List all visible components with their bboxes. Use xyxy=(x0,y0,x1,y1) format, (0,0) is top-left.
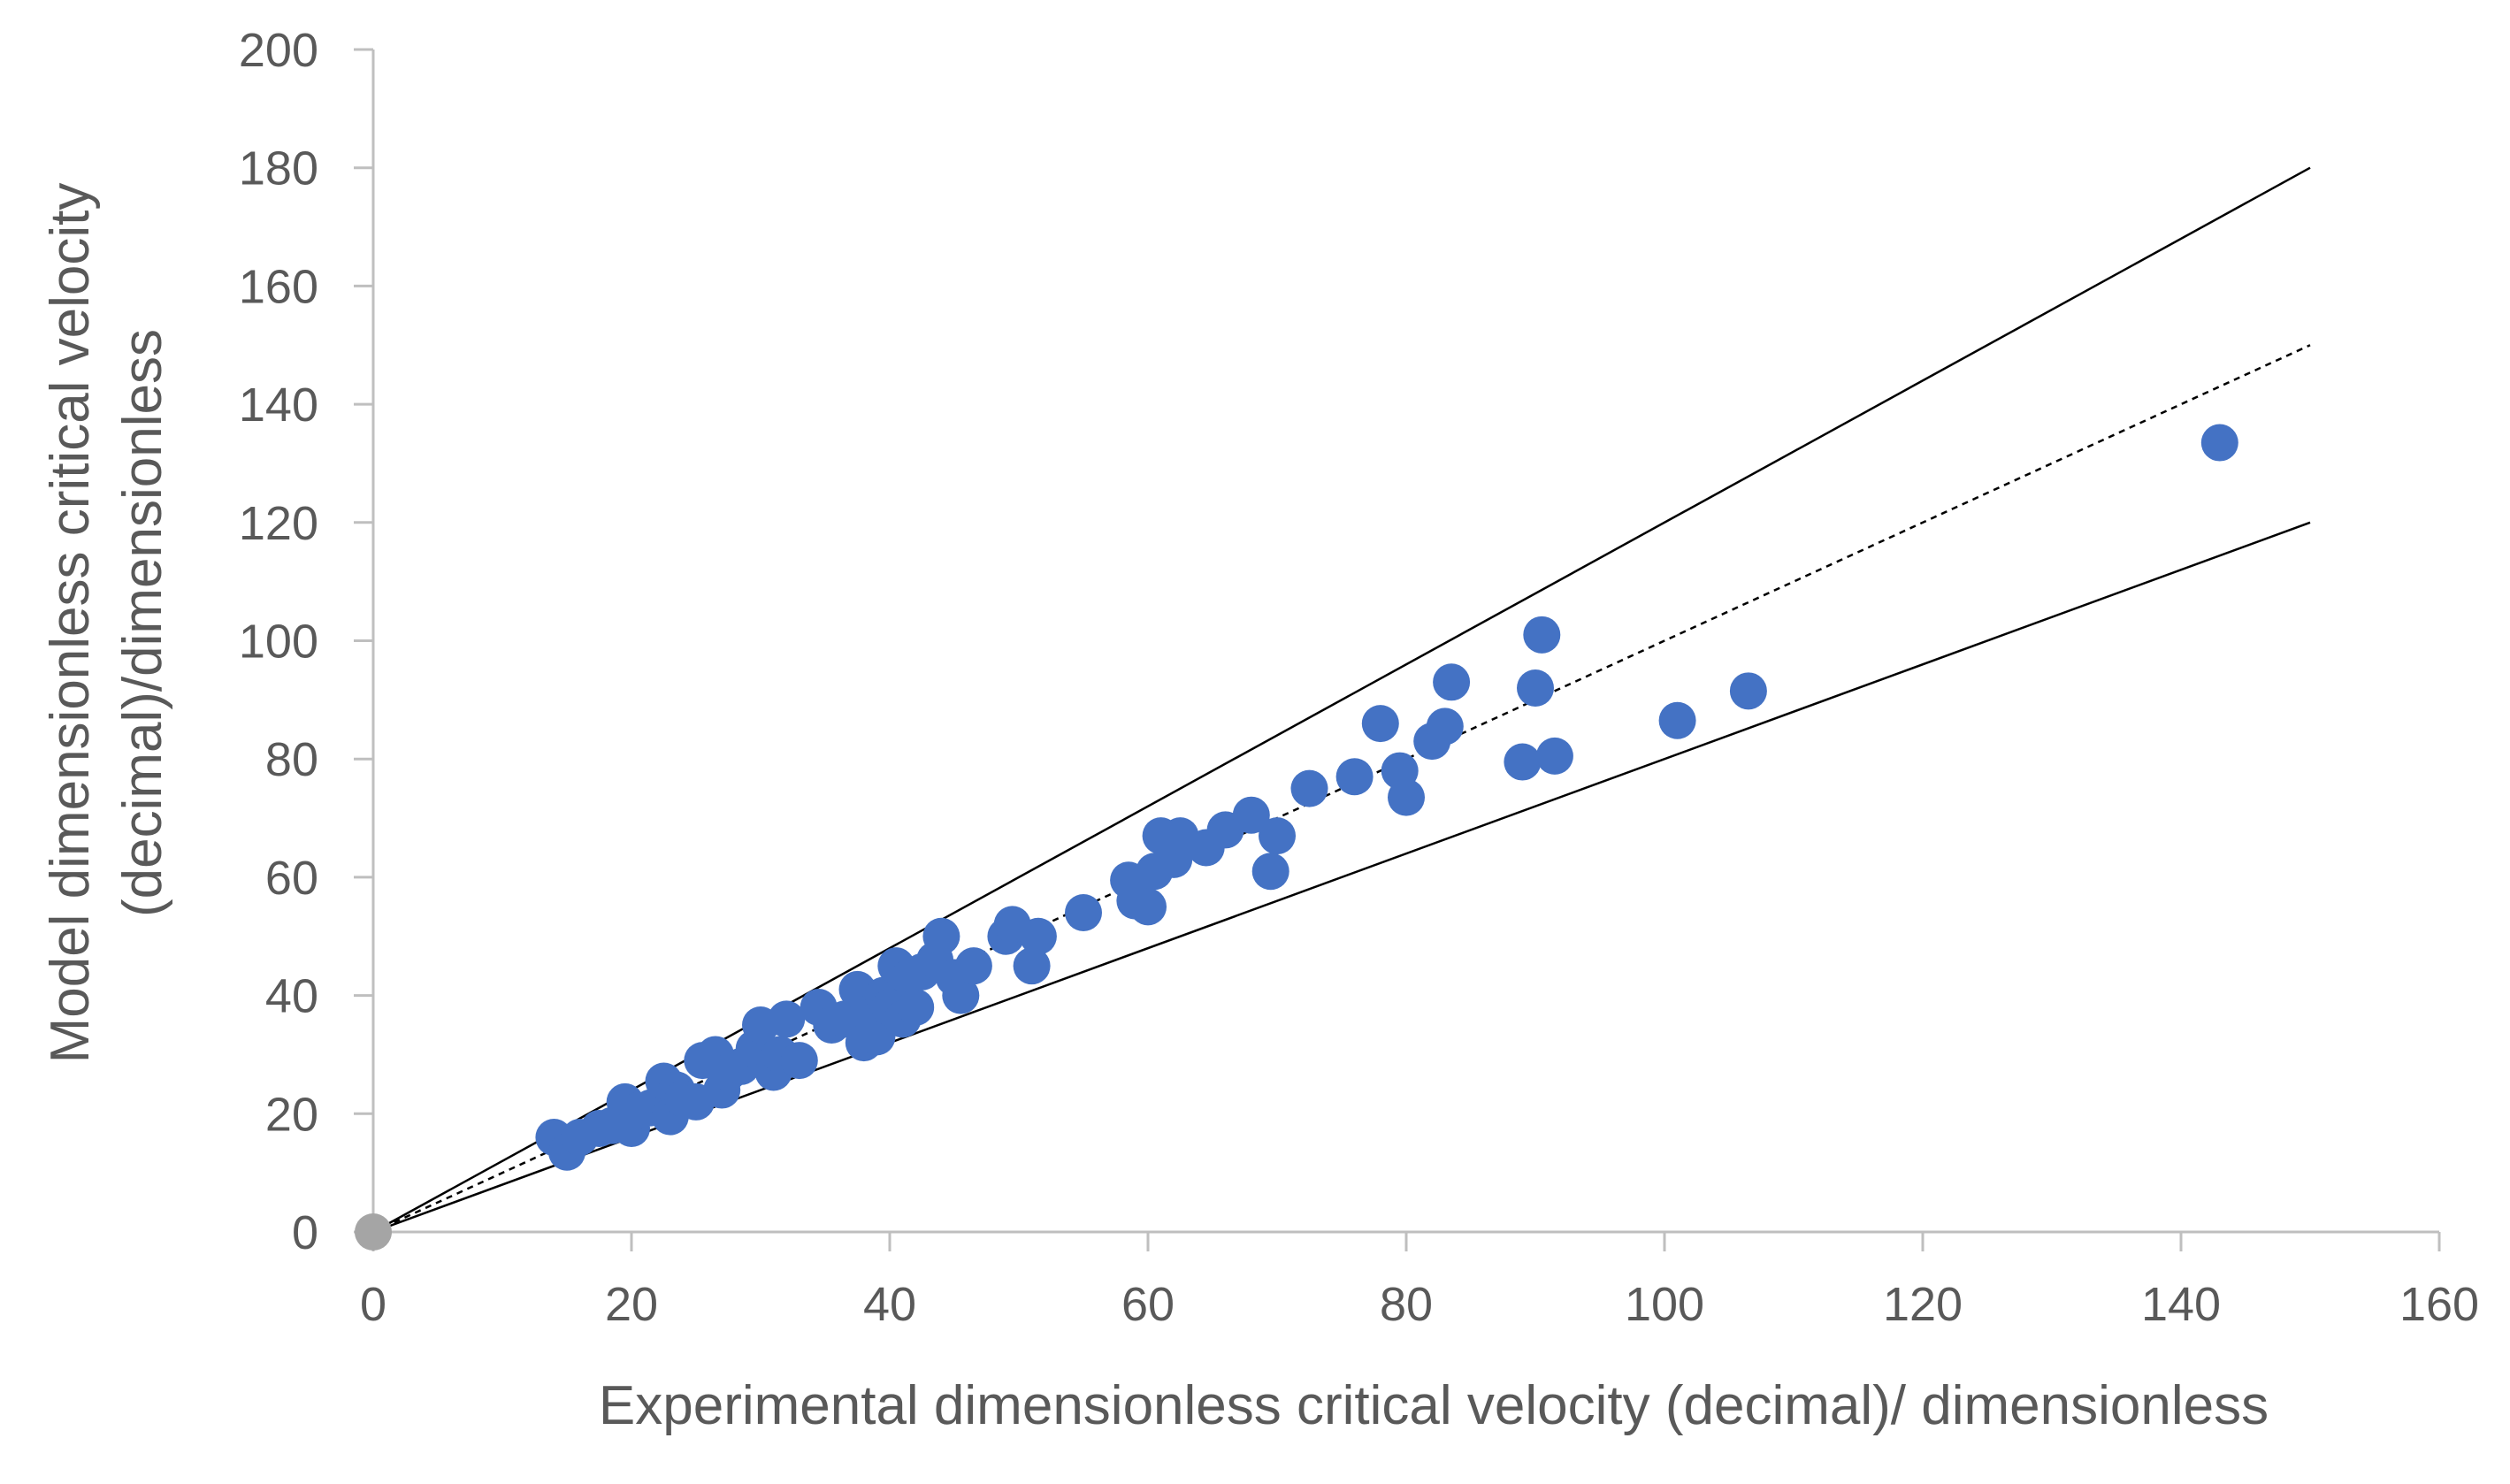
data-point xyxy=(1729,672,1767,710)
x-tick-label: 0 xyxy=(360,1278,386,1331)
y-axis-ticks: 0 20 40 60 80 100 120 140 160 180 200 xyxy=(239,24,373,1259)
x-tick-label: 100 xyxy=(1625,1278,1704,1331)
y-tick-label: 160 xyxy=(239,260,318,313)
data-point xyxy=(1129,888,1167,926)
data-points xyxy=(355,424,2238,1251)
x-tick-label: 140 xyxy=(2141,1278,2221,1331)
data-point xyxy=(1388,778,1425,816)
data-point xyxy=(1335,758,1374,796)
data-point xyxy=(1259,817,1296,855)
data-point xyxy=(780,1042,818,1080)
y-tick-label: 180 xyxy=(239,142,318,195)
y-axis-title-line-1: Model dimensionless critical velocity xyxy=(40,183,101,1064)
data-point xyxy=(942,976,980,1014)
y-tick-label: 120 xyxy=(239,497,318,550)
data-point xyxy=(1517,669,1554,707)
data-point xyxy=(2200,424,2238,462)
data-point xyxy=(1019,917,1057,955)
y-tick-label: 60 xyxy=(265,852,318,905)
data-point xyxy=(1535,737,1573,775)
data-point xyxy=(1361,705,1399,743)
x-tick-label: 20 xyxy=(605,1278,658,1331)
y-tick-label: 0 xyxy=(292,1206,318,1259)
y-tick-label: 20 xyxy=(265,1088,318,1141)
x-tick-label: 40 xyxy=(863,1278,916,1331)
data-point xyxy=(1433,663,1471,701)
x-tick-label: 80 xyxy=(1380,1278,1433,1331)
data-point xyxy=(954,947,992,985)
x-tick-label: 120 xyxy=(1883,1278,1963,1331)
y-tick-label: 40 xyxy=(265,970,318,1023)
y-tick-label: 140 xyxy=(239,379,318,432)
y-tick-label: 200 xyxy=(239,24,318,77)
data-point xyxy=(922,917,960,955)
data-point xyxy=(897,988,935,1026)
data-point xyxy=(1504,743,1542,781)
x-tick-label: 60 xyxy=(1121,1278,1175,1331)
data-point xyxy=(1232,796,1270,834)
y-tick-label: 80 xyxy=(265,733,318,786)
reference-line-dashed xyxy=(372,344,2311,1234)
x-axis-ticks: 0 20 40 60 80 100 120 140 160 xyxy=(360,1232,2479,1331)
data-point xyxy=(1290,769,1328,807)
origin-point xyxy=(355,1213,392,1251)
data-point xyxy=(1426,708,1464,746)
data-point xyxy=(1013,947,1051,985)
data-point xyxy=(1065,894,1102,932)
data-point xyxy=(1523,616,1561,654)
data-point xyxy=(1251,853,1289,891)
data-point xyxy=(1658,701,1696,739)
axes xyxy=(371,50,2439,1234)
y-axis-title-line-2: (decimal)/dimensionless xyxy=(112,329,173,917)
x-tick-label: 160 xyxy=(2399,1278,2479,1331)
x-axis-title: Experimental dimensionless critical velo… xyxy=(599,1375,2269,1436)
data-point xyxy=(768,1000,806,1038)
y-tick-label: 100 xyxy=(239,616,318,669)
